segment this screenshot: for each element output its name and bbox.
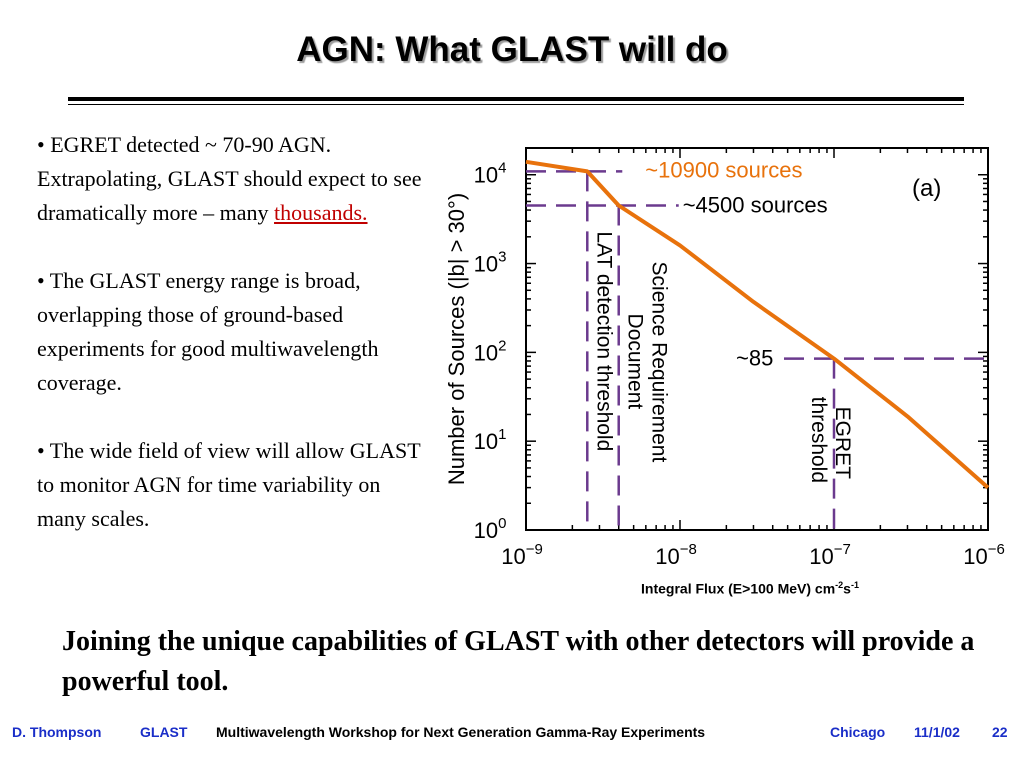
x-tick-label: 10−9 xyxy=(501,541,543,569)
bullet-item: • The GLAST energy range is broad, overl… xyxy=(37,264,429,400)
count-label-srd: ~4500 sources xyxy=(683,193,828,218)
plot-frame xyxy=(525,147,989,531)
x-tick-label: 10−6 xyxy=(963,541,1005,569)
bullet-text: • The wide field of view will allow GLAS… xyxy=(37,438,421,531)
bullet-text: • EGRET detected ~ 70-90 AGN. Extrapolat… xyxy=(37,132,422,225)
thousands-link[interactable]: thousands. xyxy=(274,200,368,225)
footer-event: Multiwavelength Workshop for Next Genera… xyxy=(216,724,706,740)
threshold-label-lat: LAT detection threshold xyxy=(592,231,615,451)
threshold-label-srd-line2: Document xyxy=(624,314,647,410)
title-divider-thick xyxy=(68,97,964,101)
count-label-egret: ~85 xyxy=(736,346,773,371)
source-count-curve xyxy=(525,159,990,490)
y-tick-label: 102 xyxy=(474,337,507,365)
y-tick-label: 100 xyxy=(474,515,507,543)
bullet-text: • The GLAST energy range is broad, overl… xyxy=(37,268,379,395)
slide-title: AGN: What GLAST will do xyxy=(296,30,728,69)
y-tick-label: 103 xyxy=(474,249,507,277)
footer-date: 11/1/02 xyxy=(914,724,960,740)
conclusion-text: Joining the unique capabilities of GLAST… xyxy=(62,626,975,697)
y-axis-label: Number of Sources (|b| > 30°) xyxy=(444,193,469,485)
x-tick-label: 10−7 xyxy=(809,541,851,569)
count-label-lat: ~10900 sources xyxy=(645,157,802,182)
threshold-label-egret-line1: EGRET xyxy=(831,407,854,480)
threshold-label-egret-line2: threshold xyxy=(807,397,830,483)
x-axis-label: Integral Flux (E>100 MeV) cm-2s-1 xyxy=(641,580,859,597)
footer-page-number: 22 xyxy=(992,724,1008,740)
x-tick-label: 10−8 xyxy=(655,541,697,569)
y-tick-label: 104 xyxy=(474,160,507,188)
threshold-label-srd-line1: Science Requirement xyxy=(648,262,671,463)
bullet-item: • The wide field of view will allow GLAS… xyxy=(37,434,429,536)
title-divider-thin xyxy=(68,104,964,105)
footer: D. Thompson GLAST Multiwavelength Worksh… xyxy=(0,724,1024,744)
panel-label: (a) xyxy=(912,175,941,202)
footer-author: D. Thompson xyxy=(12,724,102,740)
footer-location: Chicago xyxy=(830,724,886,740)
bullet-list: • EGRET detected ~ 70-90 AGN. Extrapolat… xyxy=(37,128,429,536)
bullet-item: • EGRET detected ~ 70-90 AGN. Extrapolat… xyxy=(37,128,429,230)
y-tick-label: 101 xyxy=(474,426,507,454)
footer-project: GLAST xyxy=(140,724,188,740)
